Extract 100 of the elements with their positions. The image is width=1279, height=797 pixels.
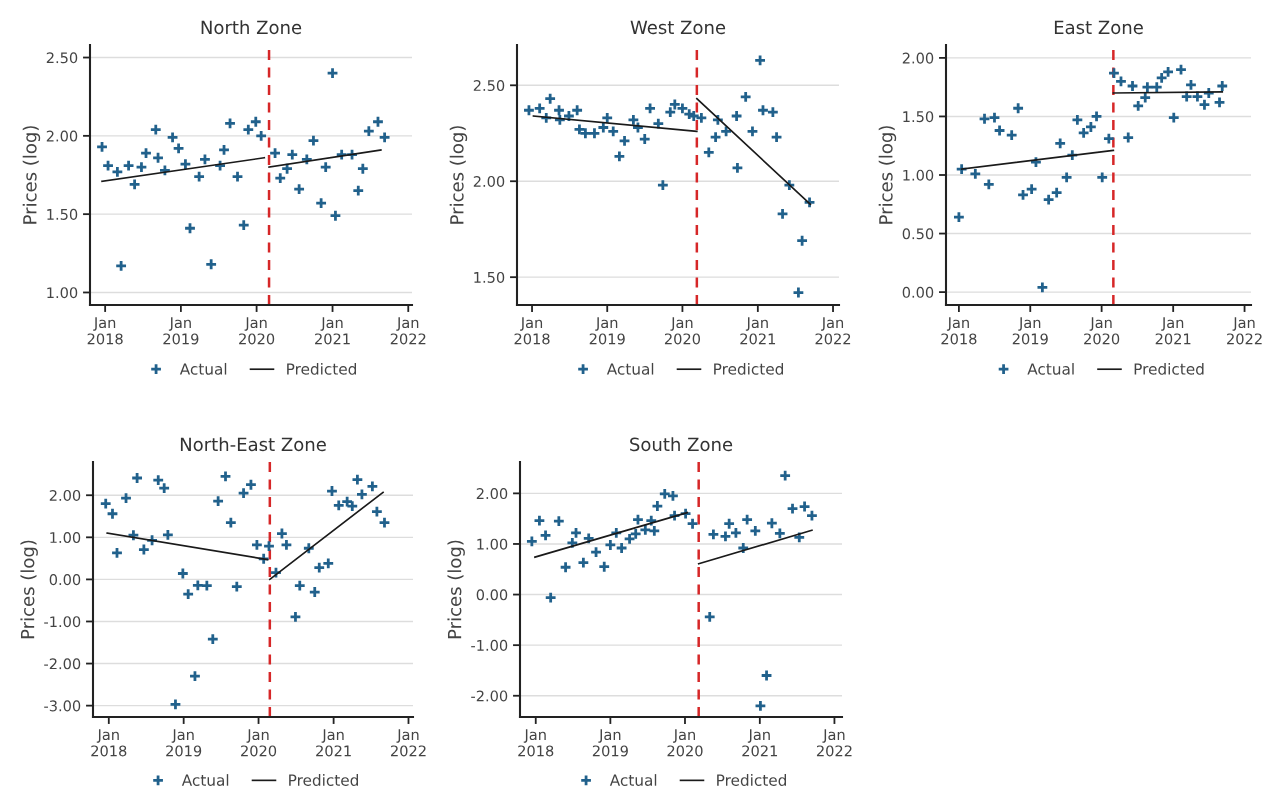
y-tick-label: 1.00 — [50, 532, 81, 544]
point — [181, 587, 195, 601]
chart-title: South Zone — [630, 437, 733, 452]
point — [648, 524, 661, 538]
point — [676, 102, 689, 115]
y-axis-title: Prices (log) — [449, 126, 468, 224]
x-tick-label: Jan 2019 — [592, 729, 628, 757]
point — [223, 117, 237, 130]
point — [231, 170, 244, 183]
point — [99, 497, 113, 510]
point — [151, 473, 165, 487]
point — [618, 134, 631, 148]
point — [525, 535, 539, 548]
point — [786, 502, 799, 515]
x-tick-label: Jan 2021 — [315, 317, 350, 345]
point — [172, 142, 185, 155]
x-tick-label: Jan 2021 — [1155, 317, 1191, 345]
point — [370, 505, 384, 518]
y-tick-label: 1.00 — [903, 169, 934, 181]
point — [776, 207, 789, 221]
point — [778, 469, 792, 482]
point — [198, 153, 212, 166]
point — [378, 131, 391, 144]
legend-label: Predicted — [1134, 362, 1204, 375]
point — [754, 699, 767, 713]
y-tick-label: 2.00 — [46, 130, 78, 142]
point — [1198, 98, 1211, 112]
chart-title: East Zone — [1054, 20, 1143, 35]
y-tick-label: -1.00 — [471, 639, 508, 651]
y-tick-label: -2.00 — [44, 658, 81, 670]
point — [756, 103, 770, 117]
point — [579, 126, 592, 140]
x-tick-label: Jan 2018 — [91, 729, 127, 757]
point — [211, 494, 225, 508]
x-tick-label: Jan 2018 — [941, 317, 977, 345]
x-tick-label: Jan 2022 — [1227, 317, 1262, 345]
point — [119, 491, 133, 505]
point — [729, 526, 743, 540]
point — [1102, 132, 1116, 145]
x-tick-label: Jan 2022 — [391, 729, 426, 757]
point — [326, 66, 339, 80]
point — [293, 579, 307, 593]
point — [795, 234, 809, 248]
point — [1114, 75, 1128, 88]
point — [285, 148, 299, 161]
point — [722, 517, 736, 531]
point — [739, 90, 752, 104]
point — [137, 543, 151, 556]
x-tick-label: Jan 2018 — [87, 317, 123, 345]
x-tick-label: Jan 2022 — [816, 729, 852, 757]
point — [95, 140, 109, 154]
y-tick-label: 0.00 — [902, 286, 934, 298]
point — [219, 470, 232, 483]
point — [101, 159, 115, 172]
y-tick-label: 0.00 — [476, 589, 508, 601]
point — [719, 530, 732, 543]
point — [765, 516, 779, 530]
point — [597, 560, 611, 574]
point — [135, 160, 148, 174]
point — [224, 516, 238, 529]
point — [371, 115, 385, 129]
point — [1126, 79, 1139, 93]
point — [176, 567, 190, 580]
point — [753, 54, 767, 67]
point — [1053, 137, 1067, 150]
chart-title: North Zone — [201, 20, 302, 35]
legend-label: Predicted — [289, 774, 358, 786]
point — [1090, 110, 1103, 123]
point — [604, 538, 617, 552]
y-axis-title: Prices (log) — [20, 540, 38, 639]
x-tick-label: Jan 2018 — [518, 729, 554, 757]
point — [686, 517, 699, 531]
point — [166, 131, 179, 144]
x-tick-label: Jan 2021 — [742, 729, 778, 757]
point — [1005, 128, 1018, 142]
point — [543, 92, 557, 106]
point — [760, 669, 773, 682]
y-tick-label: 0.50 — [902, 228, 934, 240]
point — [351, 184, 365, 197]
y-tick-label: 2.50 — [46, 52, 78, 64]
legend-label: Actual — [181, 774, 229, 786]
point — [746, 125, 759, 138]
point — [1213, 96, 1226, 109]
point — [106, 507, 119, 521]
legend-label: Predicted — [714, 362, 783, 375]
point — [666, 489, 680, 503]
point — [1191, 90, 1204, 103]
y-axis-title: Prices (log) — [878, 126, 897, 224]
point — [552, 103, 566, 117]
x-tick-label: Jan 2019 — [163, 317, 199, 345]
point — [237, 218, 251, 232]
point — [719, 125, 733, 138]
point — [766, 105, 780, 119]
point — [307, 134, 320, 147]
point — [1095, 171, 1109, 184]
y-tick-label: 2.00 — [49, 489, 81, 501]
point — [292, 182, 306, 196]
point — [643, 102, 657, 115]
point — [1184, 78, 1198, 92]
y-tick-label: 1.00 — [47, 287, 78, 299]
